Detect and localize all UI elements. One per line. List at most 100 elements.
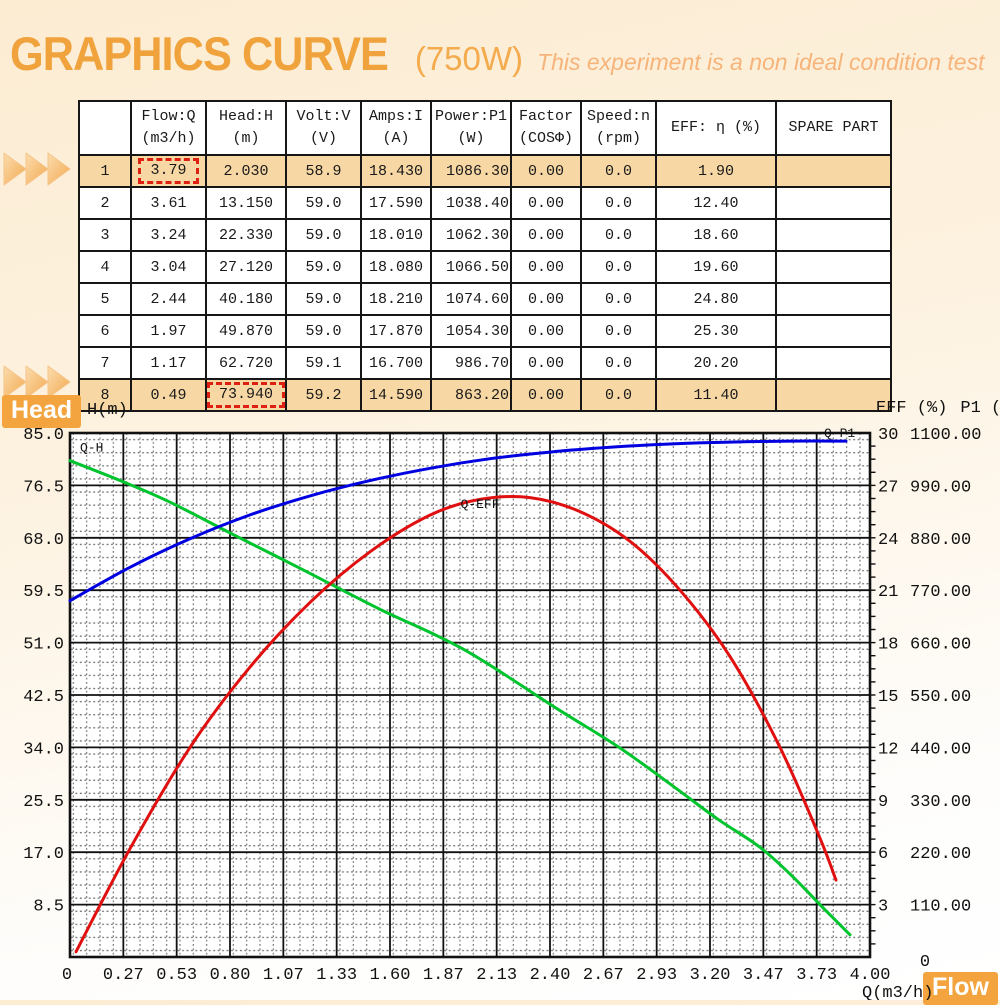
cell-power-row1: 1086.30 — [430, 154, 513, 188]
dashed-highlight-box: 73.940 — [208, 382, 285, 408]
x-axis-tick: 0.80 — [210, 966, 251, 985]
curve-q-p1 — [68, 439, 848, 603]
column-header-Volt:V: Volt:V (V) — [285, 100, 363, 156]
wattage-label: (750W) — [414, 40, 524, 77]
cell-power-row5: 1074.60 — [430, 282, 513, 316]
p1-axis-tick: 440.00 — [910, 740, 971, 759]
p1-axis-tick: 110.00 — [910, 898, 971, 917]
x-axis-tick: 0 — [62, 966, 72, 985]
cell-no-row5: 5 — [78, 282, 132, 316]
cell-amps-row4: 18.080 — [360, 250, 433, 284]
eff-axis-tick: 6 — [878, 845, 888, 864]
cell-no-row7: 7 — [78, 346, 132, 380]
row1-pointer-arrows-icon — [3, 152, 71, 186]
cell-volt-row2: 59.0 — [285, 186, 363, 220]
column-header-Amps:I: Amps:I (A) — [360, 100, 433, 156]
cell-power-row4: 1066.50 — [430, 250, 513, 284]
column-header-Speed:n: Speed:n (rpm) — [580, 100, 658, 156]
row8-pointer-arrows-icon — [3, 365, 71, 399]
x-axis-tick: 2.93 — [636, 966, 677, 985]
x-axis-tick: 0.27 — [103, 966, 144, 985]
cell-speed-row6: 0.0 — [580, 314, 658, 348]
eff-axis-tick: 21 — [878, 583, 898, 602]
x-axis-tick: 0.53 — [156, 966, 197, 985]
left-axis-tick: 76.5 — [23, 478, 64, 497]
x-axis-tick: 2.13 — [476, 966, 517, 985]
table-row-6: 6 1.97 49.870 59.0 17.870 1054.30 0.00 0.0 25.30 — [78, 314, 893, 348]
curve-label-q-p1: Q-P1 — [824, 426, 855, 441]
cell-amps-row3: 18.010 — [360, 218, 433, 252]
cell-flow-row1: 3.79 — [130, 154, 207, 188]
cell-amps-row7: 16.700 — [360, 346, 433, 380]
cell-eff-row2: 12.40 — [655, 186, 778, 220]
cell-head-row7: 62.720 — [204, 346, 288, 380]
curve-label-q-h: Q-H — [80, 440, 103, 455]
cell-volt-row4: 59.0 — [285, 250, 363, 284]
eff-axis-tick: 3 — [878, 898, 888, 917]
cell-volt-row6: 59.0 — [285, 314, 363, 348]
cell-power-row8: 863.20 — [430, 378, 513, 412]
cell-factor-row3: 0.00 — [510, 218, 583, 252]
cell-volt-row3: 59.0 — [285, 218, 363, 252]
cell-flow-row2: 3.61 — [130, 186, 207, 220]
cell-volt-row5: 59.0 — [285, 282, 363, 316]
cell-eff-row5: 24.80 — [655, 282, 778, 316]
cell-speed-row7: 0.0 — [580, 346, 658, 380]
cell-factor-row6: 0.00 — [510, 314, 583, 348]
cell-no-row3: 3 — [78, 218, 132, 252]
page-title: GRAPHICS CURVE — [10, 27, 389, 80]
left-axis-tick: 51.0 — [23, 636, 64, 655]
page-header: GRAPHICS CURVE (750W) This experiment is… — [10, 26, 984, 81]
p1-axis-title: P1 (W) — [960, 399, 1000, 418]
cell-power-row2: 1038.40 — [430, 186, 513, 220]
eff-axis-tick: 24 — [878, 531, 898, 550]
table-header-row: Flow:Q (m3/h) Head:H (m) Volt:V (V) Amps:I (A) P… — [78, 100, 893, 156]
cell-power-row3: 1062.30 — [430, 218, 513, 252]
cell-factor-row4: 0.00 — [510, 250, 583, 284]
cell-head-row1: 2.030 — [204, 154, 288, 188]
p1-axis-tick: 770.00 — [910, 583, 971, 602]
cell-flow-row5: 2.44 — [130, 282, 207, 316]
eff-axis-tick: 18 — [878, 636, 898, 655]
dashed-highlight-box: 3.79 — [138, 158, 199, 184]
cell-flow-row8: 0.49 — [130, 378, 207, 412]
p1-axis-tick: 990.00 — [910, 478, 971, 497]
cell-amps-row6: 17.870 — [360, 314, 433, 348]
cell-volt-row1: 58.9 — [285, 154, 363, 188]
curve-label-q-eff: Q-EFF — [460, 497, 499, 512]
p1-axis-tick: 220.00 — [910, 845, 971, 864]
cell-flow-row4: 3.04 — [130, 250, 207, 284]
cell-amps-row2: 17.590 — [360, 186, 433, 220]
left-axis-tick: 17.0 — [23, 845, 64, 864]
left-axis-tick: 42.5 — [23, 688, 64, 707]
cell-amps-row1: 18.430 — [360, 154, 433, 188]
eff-axis-tick: 30 — [878, 426, 898, 445]
cell-no-row6: 6 — [78, 314, 132, 348]
cell-eff-row6: 25.30 — [655, 314, 778, 348]
left-axis-tick: 25.5 — [23, 793, 64, 812]
cell-factor-row5: 0.00 — [510, 282, 583, 316]
cell-eff-row1: 1.90 — [655, 154, 778, 188]
curve-q-eff — [74, 495, 838, 954]
cell-factor-row1: 0.00 — [510, 154, 583, 188]
cell-eff-row3: 18.60 — [655, 218, 778, 252]
table-row-8: 8 0.49 73.940 59.2 14.590 863.20 0.00 0.0 11.40 — [78, 378, 893, 412]
cell-factor-row7: 0.00 — [510, 346, 583, 380]
cell-speed-row8: 0.0 — [580, 378, 658, 412]
eff-axis-tick: 15 — [878, 688, 898, 707]
left-axis-title: H(m) — [87, 401, 128, 420]
cell-spare-row1 — [775, 154, 893, 188]
cell-speed-row2: 0.0 — [580, 186, 658, 220]
column-header-EFF: η (%): EFF: η (%) — [655, 100, 778, 156]
cell-amps-row5: 18.210 — [360, 282, 433, 316]
x-axis-tick: 1.07 — [263, 966, 304, 985]
cell-eff-row7: 20.20 — [655, 346, 778, 380]
p1-axis-tick: 550.00 — [910, 688, 971, 707]
x-axis-title: Q(m3/h) — [862, 984, 933, 1000]
column-header-index — [78, 100, 132, 156]
cell-spare-row5 — [775, 282, 893, 316]
cell-head-row3: 22.330 — [204, 218, 288, 252]
cell-speed-row5: 0.0 — [580, 282, 658, 316]
table-row-3: 3 3.24 22.330 59.0 18.010 1062.30 0.00 0.0 18.60 — [78, 218, 893, 252]
